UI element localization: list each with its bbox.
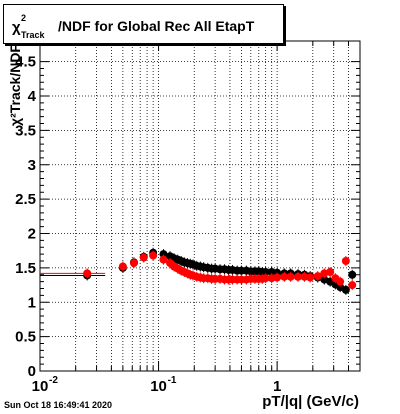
y-tick-label: 2 <box>28 226 36 243</box>
y-tick-label: 1 <box>28 294 36 311</box>
y-tick-label: 1.5 <box>15 260 36 277</box>
data-point <box>306 273 315 282</box>
data-point <box>286 272 295 281</box>
data-point <box>313 272 322 281</box>
title-chi: χ <box>12 19 21 36</box>
x-tick-label: 10 <box>150 378 167 395</box>
chart-title: /NDF for Global Rec All EtapT <box>58 18 255 34</box>
y-tick-label: 0.5 <box>15 329 36 346</box>
data-point <box>336 277 345 286</box>
y-axis-label: χ²Track/NDF <box>7 44 23 126</box>
data-point <box>341 285 350 294</box>
y-tick-label: 4.5 <box>15 54 36 71</box>
data-point <box>159 250 168 259</box>
tick-labels: 00.511.522.533.544.510 -2 10 -1 1 <box>15 54 281 395</box>
data-point <box>261 274 270 283</box>
y-tick-label: 2.5 <box>15 191 36 208</box>
y-tick-label: 0 <box>28 363 36 380</box>
x-tick-exponent: -1 <box>168 375 177 386</box>
title-subscript: Track <box>21 30 45 40</box>
plot-frame <box>39 40 361 372</box>
y-tick-label: 3 <box>28 157 36 174</box>
data-point <box>129 259 138 268</box>
data-point <box>326 268 335 276</box>
y-tick-label: 3.5 <box>15 122 36 139</box>
y-tick-label: 4 <box>28 88 37 105</box>
x-tick-label: 1 <box>273 378 281 395</box>
data-point <box>294 272 303 281</box>
data-point <box>159 255 168 264</box>
timestamp: Sun Oct 18 16:49:41 2020 <box>4 400 113 410</box>
data-point <box>118 262 127 271</box>
data-point <box>280 272 289 281</box>
data-point <box>341 257 350 265</box>
title-box: χ 2 Track /NDF for Global Rec All EtapT <box>3 4 284 44</box>
title-superscript: 2 <box>21 13 27 23</box>
x-tick-exponent: -2 <box>49 375 58 386</box>
data-point <box>273 273 282 282</box>
x-tick-label: 10 <box>32 378 49 395</box>
data-point <box>261 268 270 276</box>
data-point <box>149 251 158 260</box>
axis-ticks <box>39 41 361 372</box>
data-point <box>83 269 92 278</box>
grid <box>39 41 361 371</box>
data-point <box>348 281 357 290</box>
data-marks <box>40 247 357 295</box>
data-point <box>348 270 357 279</box>
data-point <box>139 253 148 262</box>
x-axis-label: pT/|q| (GeV/c) <box>262 393 359 410</box>
